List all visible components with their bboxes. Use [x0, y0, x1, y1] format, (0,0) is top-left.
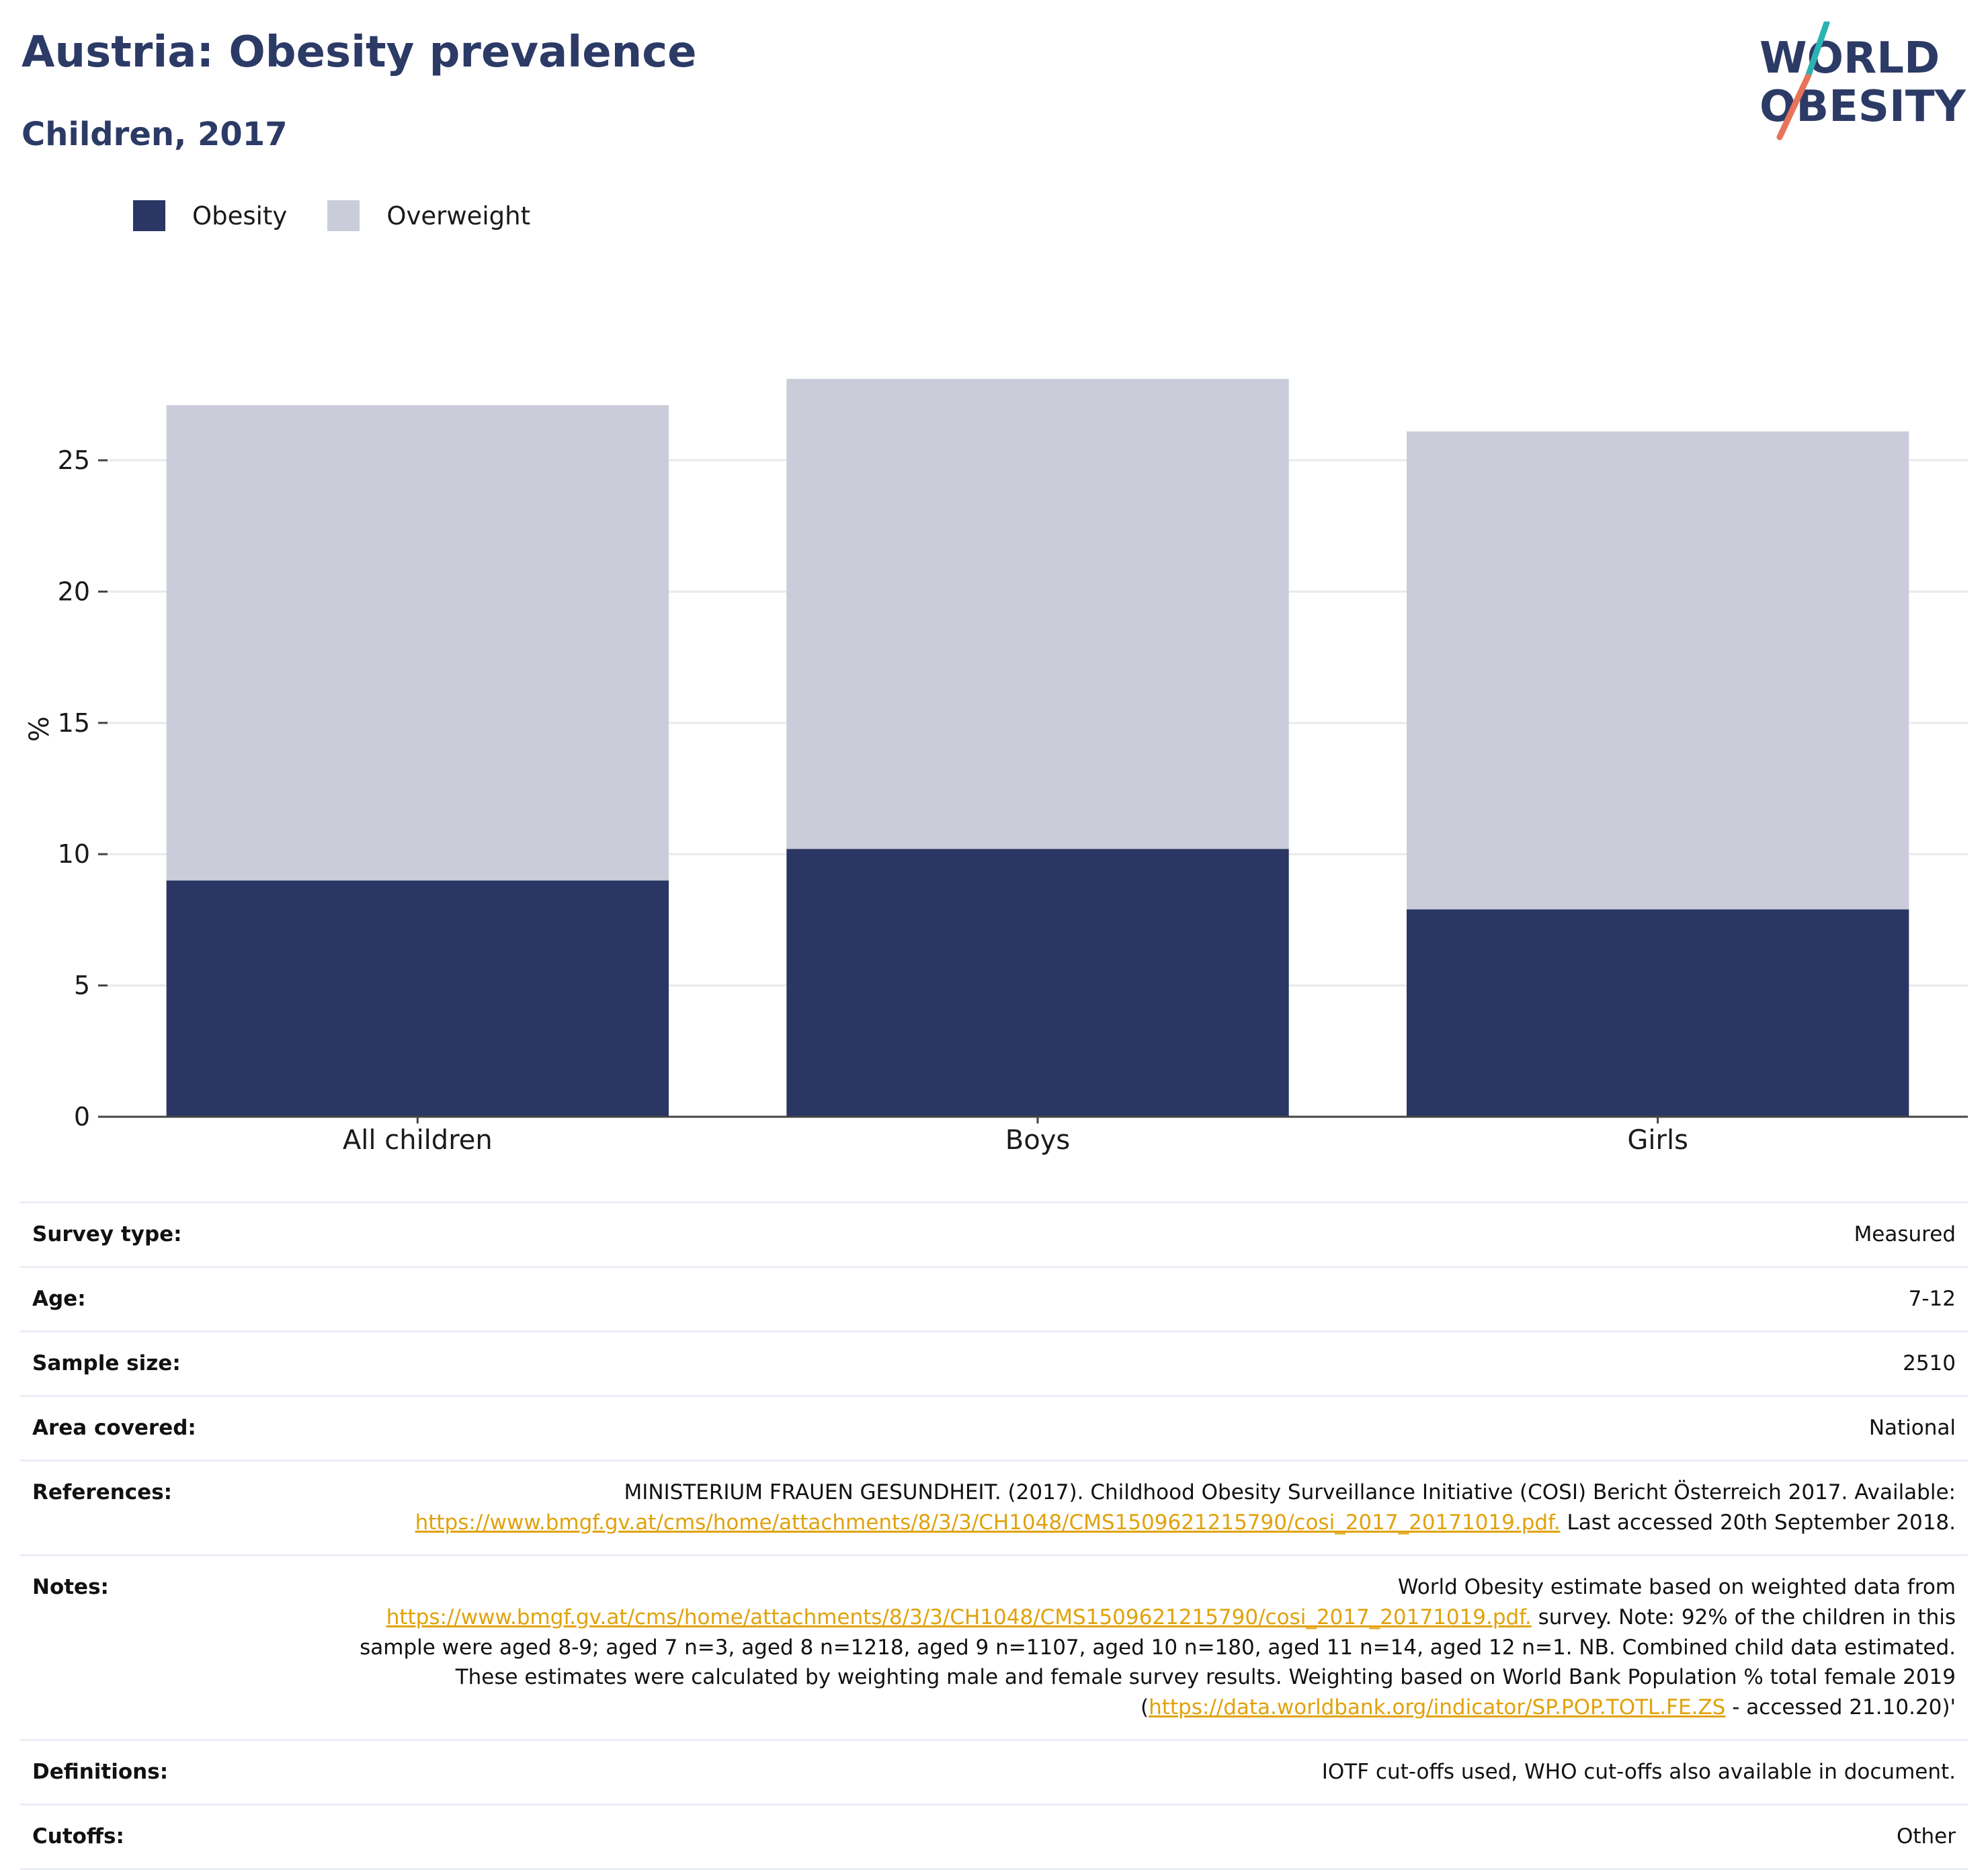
meta-label: Area covered:: [32, 1415, 196, 1440]
meta-label: Cutoffs:: [32, 1824, 124, 1849]
logo-slash-top: [1805, 22, 1830, 80]
notes-text-end: - accessed 21.10.20)': [1732, 1695, 1956, 1720]
meta-row-sample-size: Sample size: 2510: [20, 1331, 1968, 1396]
meta-row-definitions: Definitions: IOTF cut-offs used, WHO cut…: [20, 1740, 1968, 1805]
meta-row-survey-type: Survey type: Measured: [20, 1202, 1968, 1267]
meta-row-area-covered: Area covered: National: [20, 1396, 1968, 1460]
y-tick-label: 10: [58, 839, 90, 869]
meta-value: National: [1868, 1415, 1956, 1440]
notes-text: World Obesity estimate based on weighted…: [1397, 1574, 1956, 1599]
legend-item-overweight[interactable]: Overweight: [327, 200, 530, 231]
meta-label: References:: [32, 1480, 173, 1504]
references-text-end: Last accessed 20th September 2018.: [1567, 1510, 1956, 1535]
references-text: MINISTERIUM FRAUEN GESUNDHEIT. (2017). C…: [624, 1480, 1956, 1504]
y-axis-ticks: 0 5 10 15 20 25: [58, 445, 108, 1132]
x-tick-label: Boys: [1005, 1125, 1070, 1156]
meta-label: Sample size:: [32, 1351, 181, 1375]
chart-bars: [166, 378, 1909, 1117]
y-axis-label: %: [24, 716, 55, 742]
x-axis-ticks: All children Boys Girls: [343, 1117, 1688, 1156]
meta-value: 2510: [1903, 1351, 1956, 1375]
bar-obesity-girls[interactable]: [1406, 909, 1909, 1117]
page-title: Austria: Obesity prevalence: [22, 28, 697, 77]
meta-row-references: References: MINISTERIUM FRAUEN GESUNDHEI…: [20, 1460, 1968, 1555]
meta-value: IOTF cut-offs used, WHO cut-offs also av…: [1321, 1760, 1956, 1785]
logo-slash-bottom: [1776, 73, 1811, 140]
meta-label: Notes:: [32, 1574, 109, 1599]
meta-row-age: Age: 7-12: [20, 1267, 1968, 1331]
logo-text-world: WORLD: [1759, 34, 1940, 83]
page-subtitle: Children, 2017: [22, 116, 288, 153]
bar-overweight-all-children[interactable]: [166, 405, 669, 881]
y-tick-label: 15: [58, 708, 90, 738]
meta-label: Definitions:: [32, 1760, 169, 1785]
stacked-bar-chart: 0 5 10 15 20 25 All children Boys Girls %: [24, 378, 1968, 1156]
references-value: MINISTERIUM FRAUEN GESUNDHEIT. (2017). C…: [300, 1460, 1968, 1555]
world-obesity-logo: WORLD OBESITY: [1759, 22, 1966, 140]
x-tick-label: Girls: [1627, 1125, 1688, 1156]
chart-legend: Obesity Overweight: [133, 200, 571, 231]
meta-row-notes: Notes: World Obesity estimate based on w…: [20, 1555, 1968, 1740]
meta-label: Age:: [32, 1286, 86, 1311]
meta-row-cutoffs: Cutoffs: Other: [20, 1804, 1968, 1869]
x-tick-label: All children: [343, 1125, 493, 1156]
meta-value: Other: [1896, 1824, 1956, 1849]
legend-label-overweight: Overweight: [386, 201, 531, 230]
y-tick-label: 5: [74, 971, 90, 1001]
bar-obesity-all-children[interactable]: [166, 880, 669, 1117]
references-link[interactable]: https://www.bmgf.gv.at/cms/home/attachme…: [415, 1510, 1561, 1535]
y-tick-label: 20: [58, 577, 90, 606]
bar-overweight-boys[interactable]: [786, 378, 1289, 849]
notes-worldbank-link[interactable]: https://data.worldbank.org/indicator/SP.…: [1149, 1695, 1726, 1720]
meta-value: 7-12: [1908, 1286, 1956, 1311]
legend-swatch-obesity: [133, 200, 165, 231]
bar-overweight-girls[interactable]: [1406, 431, 1909, 910]
meta-label: Survey type:: [32, 1222, 182, 1246]
meta-value: Measured: [1854, 1222, 1956, 1246]
notes-link[interactable]: https://www.bmgf.gv.at/cms/home/attachme…: [386, 1605, 1532, 1629]
y-tick-label: 0: [74, 1102, 90, 1132]
legend-label-obesity: Obesity: [192, 201, 288, 230]
y-tick-label: 25: [58, 445, 90, 475]
legend-item-obesity[interactable]: Obesity: [133, 200, 287, 231]
survey-metadata-table: Survey type: Measured Age: 7-12 Sample s…: [20, 1201, 1968, 1870]
legend-swatch-overweight: [327, 200, 360, 231]
notes-text-body: survey. Note: 92% of the children in thi…: [360, 1605, 1956, 1720]
notes-value: World Obesity estimate based on weighted…: [300, 1555, 1968, 1740]
bar-obesity-boys[interactable]: [786, 849, 1289, 1117]
